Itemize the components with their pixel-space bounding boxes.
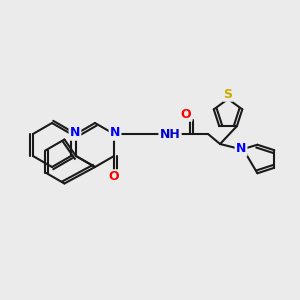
Text: O: O (181, 107, 191, 121)
Text: S: S (224, 88, 232, 100)
Text: N: N (70, 127, 80, 140)
Text: O: O (109, 170, 119, 184)
Text: N: N (236, 142, 246, 155)
Text: NH: NH (160, 128, 180, 140)
Text: N: N (110, 127, 120, 140)
